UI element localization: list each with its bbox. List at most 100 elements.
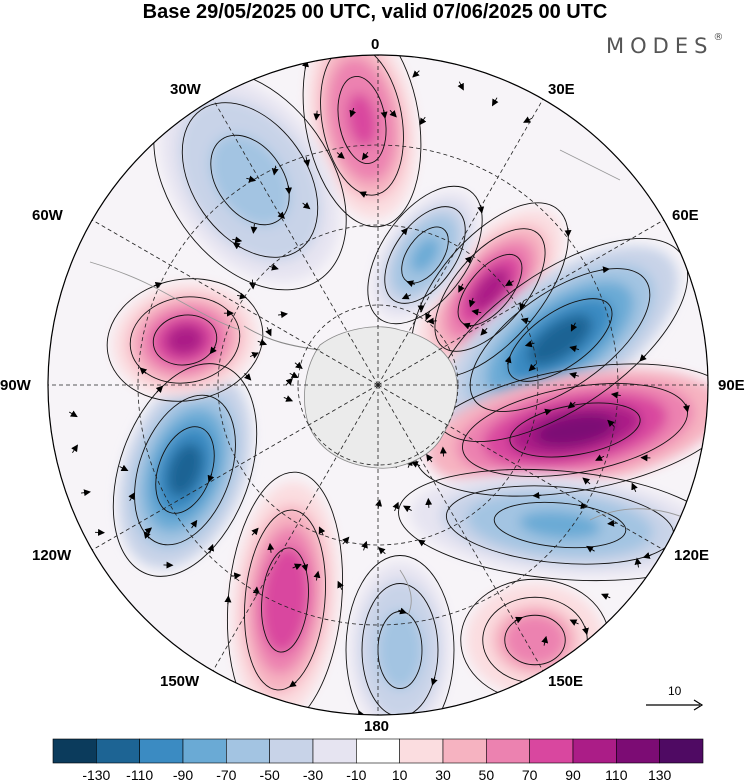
streamline-arrow (285, 185, 293, 195)
wind-arrow (389, 109, 397, 118)
lon-label-150w: 150W (160, 673, 200, 690)
meridian-line (377, 219, 664, 386)
wind-arrow (520, 317, 531, 325)
streamline (361, 583, 439, 715)
streamline-arrow (462, 322, 472, 330)
streamline-arrow (543, 408, 553, 416)
wind-arrow (458, 283, 465, 293)
wind-arrow (569, 345, 580, 353)
wind-arrow (582, 477, 591, 485)
colorbar-tick-label: 10 (391, 767, 408, 783)
africa-coast (559, 149, 621, 181)
wind-arrow (569, 372, 579, 379)
anomaly-east-indian-high (426, 368, 708, 492)
wind-arrow (567, 401, 576, 409)
registered-mark: ® (713, 32, 724, 43)
colorbar-swatch (96, 738, 140, 764)
wind-arrow (607, 419, 615, 428)
colorbar-tick-label: 90 (565, 767, 581, 783)
wind-arrow (80, 489, 91, 497)
lat-lon-grid (48, 55, 708, 715)
streamline-arrow (232, 242, 241, 250)
streamline (181, 102, 319, 258)
colorbar-swatch (52, 738, 97, 764)
colorbar-swatch (399, 738, 444, 764)
latitude-circle (217, 224, 539, 546)
streamline-arrow (464, 255, 473, 264)
streamline (112, 363, 258, 577)
colorbar-swatch (616, 738, 660, 764)
streamline (469, 268, 651, 412)
lon-label-90e: 90E (718, 377, 745, 394)
streamline-arrow (406, 280, 415, 287)
streamline-arrow (430, 676, 438, 686)
colorbar-tick-label: -90 (172, 767, 194, 783)
streamline (345, 555, 455, 715)
streamline (384, 206, 466, 304)
wind-arrow (68, 410, 78, 418)
meridian-line (92, 384, 379, 551)
streamline-arrow (398, 607, 407, 615)
colorbar-swatch (442, 738, 487, 764)
wind-arrow (144, 527, 153, 535)
lon-label-60e: 60E (672, 207, 699, 224)
meridian-line (377, 384, 544, 671)
streamline-arrow (400, 227, 408, 236)
wind-arrow (336, 151, 345, 159)
wind-arrow (285, 377, 294, 386)
wind-arrow (491, 97, 499, 107)
lon-label-150e: 150E (548, 673, 584, 690)
antarctic-peninsula (243, 325, 321, 351)
wind-arrow (601, 593, 611, 600)
wind-arrow (505, 279, 514, 287)
wind-arrow (318, 526, 326, 536)
wind-arrow (519, 300, 526, 311)
wind-arrow (457, 81, 464, 91)
meridian-line (377, 99, 544, 386)
wind-arrow (207, 543, 215, 554)
colorbar-tick-label: -50 (259, 767, 280, 783)
australia-coast (589, 508, 691, 521)
streamline-arrow (288, 680, 297, 688)
colorbar-tick-label: -10 (346, 767, 367, 783)
wind-arrow (190, 519, 198, 529)
meridian-line (377, 384, 664, 551)
anomaly-drake-high (112, 283, 258, 397)
wind-arrow (251, 527, 259, 536)
streamline-arrow (209, 346, 217, 355)
colorbar-tick-label: 110 (605, 767, 628, 783)
streamline-arrow (477, 204, 485, 214)
streamline-arrow (682, 403, 690, 413)
colorbar-swatch (659, 738, 704, 764)
anomaly-tasman-high (466, 583, 604, 697)
wind-arrow (410, 461, 421, 468)
streamline-arrow (417, 539, 426, 547)
wind-arrow (595, 454, 605, 461)
meridian-line (212, 384, 379, 671)
colorbar-tick-label: -130 (82, 767, 111, 783)
wind-arrow (471, 308, 482, 316)
colorbar-swatch (486, 738, 530, 764)
colorbar-swatch (312, 738, 357, 764)
streamline-arrow (639, 354, 647, 362)
logo-text: MODES (606, 34, 714, 58)
reference-vector-arrow (646, 699, 704, 711)
colorbar-swatch (226, 738, 270, 764)
wind-arrow (607, 519, 618, 527)
colorbar-tick-label: 30 (435, 767, 451, 783)
wind-arrow (271, 165, 279, 176)
wind-arrow (71, 444, 78, 453)
wind-arrow (313, 110, 321, 121)
anomaly-falkland-low (372, 191, 478, 319)
wind-streamlines (68, 55, 708, 715)
wind-arrow (425, 311, 432, 321)
streamline (210, 134, 290, 226)
anomaly-amundsen-low (118, 371, 252, 569)
wind-arrow (524, 340, 535, 348)
colorbar-tick-label: 130 (647, 767, 672, 783)
wind-arrow (586, 545, 595, 553)
streamline (493, 501, 627, 549)
wind-arrow (232, 236, 243, 244)
wind-arrow (119, 464, 129, 472)
antarctica-landmass (304, 326, 458, 469)
